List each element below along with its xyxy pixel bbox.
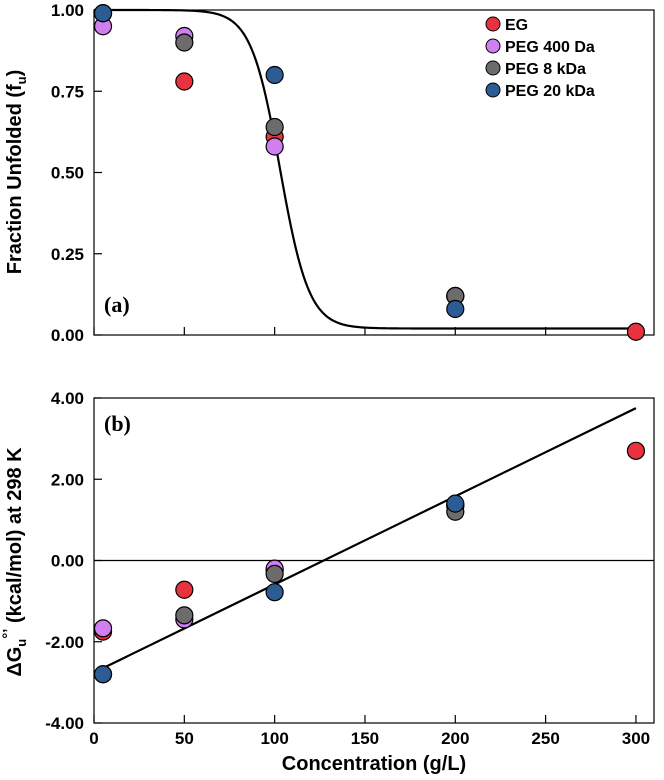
data-point: [265, 564, 284, 584]
data-point: [175, 33, 194, 52]
panel-b: -4.00 -2.00 0.00 2.00 4.00 0 50 100 150 200 250 30…: [0, 389, 655, 775]
y-tick-label: 1.00: [51, 1, 84, 20]
data-point: [265, 583, 284, 602]
data-point: [93, 4, 113, 23]
data-point: [265, 117, 284, 137]
panel-a: 0.00 0.25 0.50 0.75 1.00 EG PEG 400 Da PEG 8 k…: [4, 1, 655, 345]
data-point: [93, 665, 113, 684]
x-tick-label: 100: [260, 729, 288, 748]
legend-marker: [485, 16, 501, 32]
legend-marker: [485, 60, 501, 76]
y-axis-title-b: ΔGu°’ (kcal/mol) at 298 K: [0, 447, 29, 677]
data-point: [175, 606, 194, 625]
plot-frame-a: [93, 9, 655, 336]
x-tick-label: 0: [89, 729, 98, 748]
data-points-b: [93, 441, 646, 684]
y-axis-title-a: Fraction Unfolded (fu): [4, 70, 29, 275]
fit-line-b: [102, 407, 637, 670]
legend-marker: [485, 38, 501, 54]
legend-marker: [485, 82, 501, 98]
y-tick-label: 0.00: [51, 552, 84, 571]
data-point: [626, 322, 646, 341]
data-point: [265, 137, 284, 156]
y-tick-label: 0.75: [51, 82, 84, 101]
data-point: [626, 441, 646, 460]
data-point: [93, 619, 113, 638]
y-tick-label: 0.00: [51, 326, 84, 345]
data-point: [446, 299, 465, 319]
x-tick-label: 250: [531, 729, 559, 748]
data-point: [175, 72, 194, 91]
data-point: [446, 494, 465, 513]
panel-label-b: (b): [104, 411, 131, 436]
y-tick-label: 0.25: [51, 245, 84, 264]
y-tick-label: 4.00: [51, 389, 84, 408]
panel-label-a: (a): [104, 292, 130, 317]
data-point: [265, 65, 284, 85]
y-tick-label: 0.50: [51, 164, 84, 183]
data-points-a: [93, 4, 646, 341]
x-ticks-b: 0 50 100 150 200 250 300: [89, 715, 650, 748]
legend: EG PEG 400 Da PEG 8 kDa PEG 20 kDa: [485, 16, 595, 100]
y-tick-label: -2.00: [45, 633, 84, 652]
legend-label: PEG 8 kDa: [505, 61, 586, 78]
y-ticks-b: -4.00 -2.00 0.00 2.00 4.00: [45, 389, 102, 733]
legend-label: PEG 20 kDa: [505, 83, 595, 100]
y-tick-label: 2.00: [51, 470, 84, 489]
y-ticks-a: 0.00 0.25 0.50 0.75 1.00: [51, 1, 102, 345]
legend-label: EG: [505, 17, 528, 34]
data-point: [175, 580, 194, 599]
x-tick-label: 50: [175, 729, 194, 748]
x-tick-label: 150: [351, 729, 379, 748]
x-axis-title: Concentration (g/L): [282, 753, 466, 775]
y-tick-label: -4.00: [45, 714, 84, 733]
legend-label: PEG 400 Da: [505, 39, 595, 56]
x-tick-label: 300: [622, 729, 650, 748]
fit-curve-a: [94, 8, 636, 330]
x-tick-label: 200: [441, 729, 469, 748]
